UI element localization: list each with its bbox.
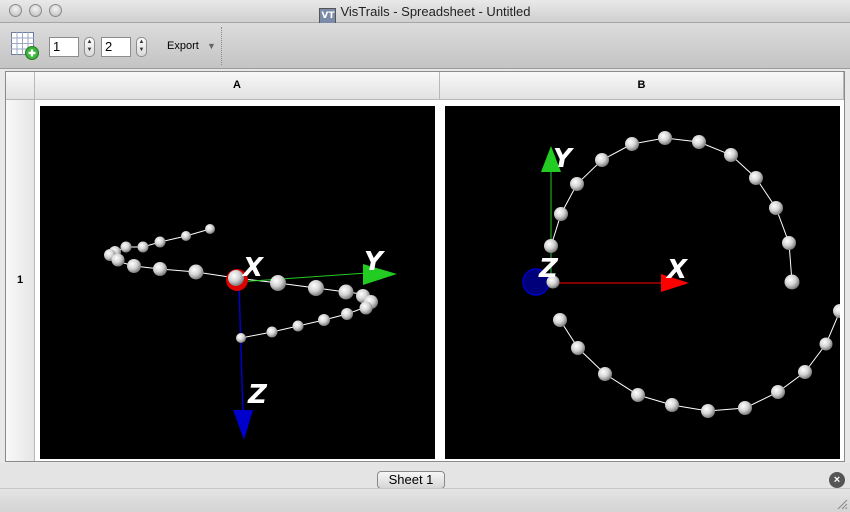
close-window-button[interactable] <box>9 4 22 17</box>
toolbar: 1 ▲ ▼ 2 ▲ ▼ Export ▼ <box>0 23 850 69</box>
cols-spinbox-arrows[interactable]: ▲ ▼ <box>136 37 147 57</box>
zoom-window-button[interactable] <box>49 4 62 17</box>
z-axis-label: Z <box>538 254 559 284</box>
resize-grip-icon[interactable] <box>836 498 848 510</box>
select-all-corner[interactable] <box>6 72 35 100</box>
spin-up-icon[interactable]: ▲ <box>86 39 93 45</box>
cell-b1-vtk-view[interactable]: Y Z X <box>445 106 840 459</box>
spin-down-icon[interactable]: ▼ <box>86 47 93 53</box>
add-sheet-grid-icon[interactable] <box>11 32 39 60</box>
column-header-b[interactable]: B <box>440 72 844 100</box>
minimize-window-button[interactable] <box>29 4 42 17</box>
cell-a1-render[interactable]: X Y Z <box>40 106 435 459</box>
x-axis-label: X <box>665 255 689 285</box>
window-title: VT VisTrails - Spreadsheet - Untitled <box>0 4 850 24</box>
title-bar: VT VisTrails - Spreadsheet - Untitled <box>0 0 850 24</box>
close-tab-icon[interactable]: × <box>829 472 845 488</box>
x-axis-label: X <box>241 253 265 283</box>
sheet-tab-bar: Sheet 1 × <box>0 463 850 512</box>
y-axis-label: Y <box>553 144 575 174</box>
spin-up-icon[interactable]: ▲ <box>138 39 145 45</box>
rows-spinbox-input[interactable]: 1 <box>49 37 79 57</box>
spreadsheet-grid: A B 1 <box>5 71 845 462</box>
status-bar <box>0 488 850 512</box>
rows-spinbox-arrows[interactable]: ▲ ▼ <box>84 37 95 57</box>
sheet-tab-1[interactable]: Sheet 1 <box>377 471 445 489</box>
toolbar-separator <box>221 27 223 65</box>
vistrails-app-icon: VT <box>319 8 337 24</box>
column-header-a[interactable]: A <box>35 72 440 100</box>
cols-spinbox-input[interactable]: 2 <box>101 37 131 57</box>
cell-b1-render[interactable]: Y Z X <box>445 106 840 459</box>
export-button[interactable]: Export <box>167 40 199 52</box>
window-title-text: VisTrails - Spreadsheet - Untitled <box>340 4 531 19</box>
z-axis-label: Z <box>247 380 268 410</box>
dropdown-arrow-icon[interactable]: ▼ <box>207 41 216 51</box>
y-axis-label: Y <box>364 247 386 277</box>
cell-a1-vtk-view[interactable]: X Y Z <box>40 106 435 459</box>
row-header-1[interactable]: 1 <box>6 100 35 461</box>
spin-down-icon[interactable]: ▼ <box>138 47 145 53</box>
